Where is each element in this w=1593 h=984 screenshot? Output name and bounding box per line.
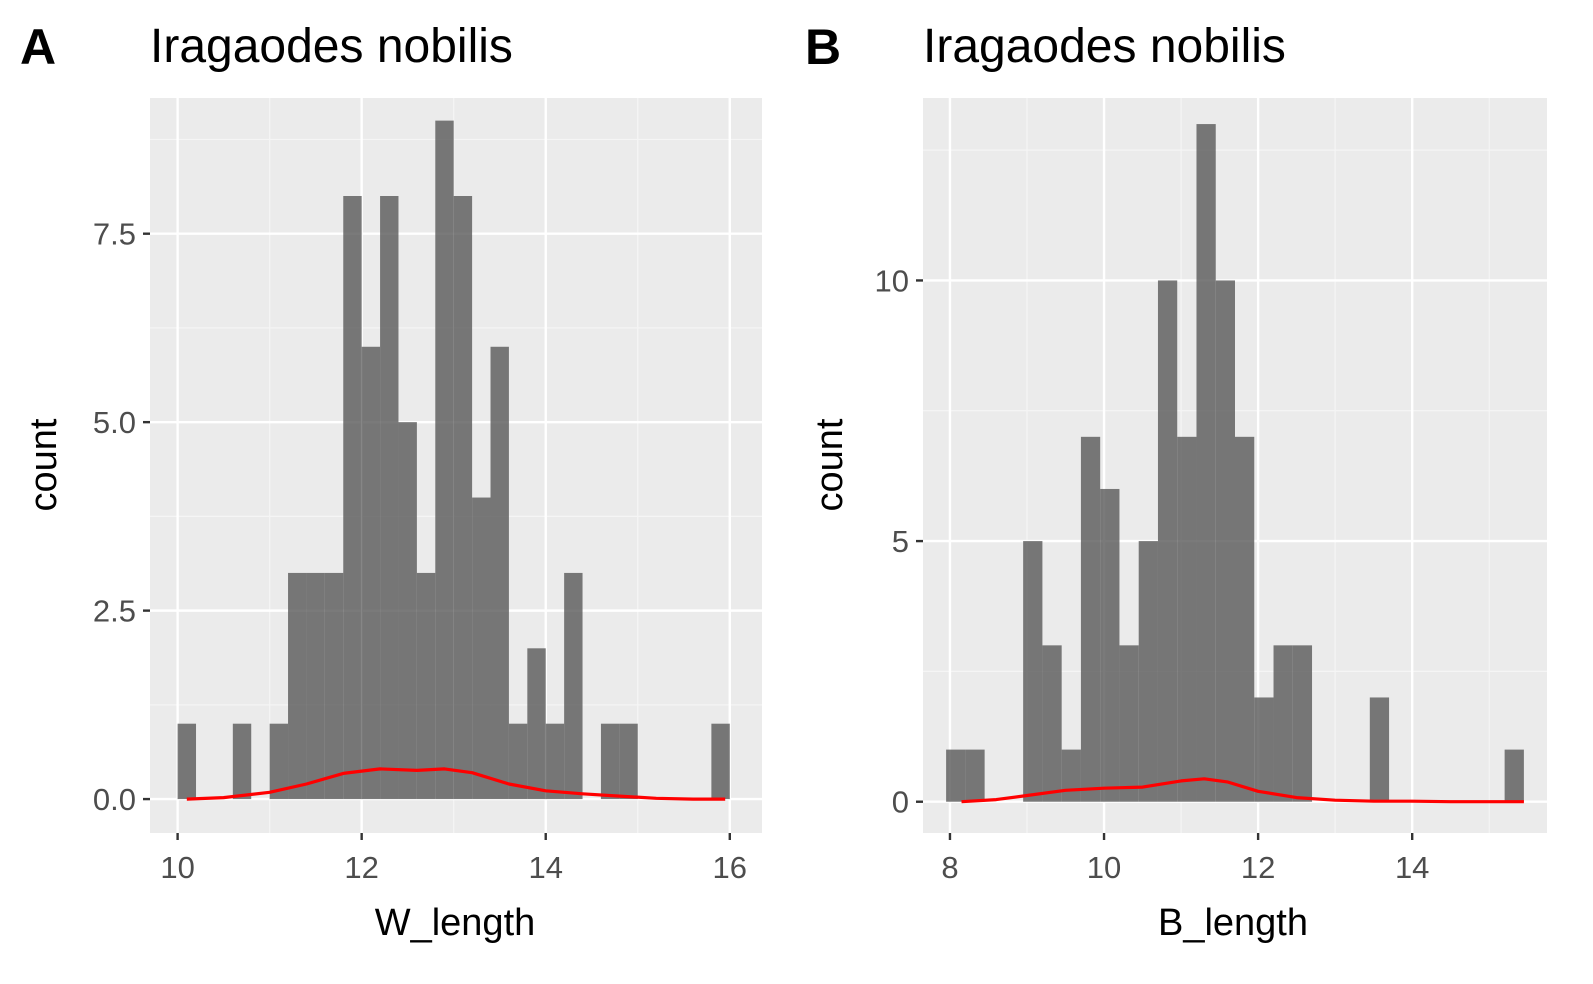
panel-b-y-tick-label: 5: [892, 524, 909, 559]
histogram-bar: [545, 723, 565, 800]
panel-a-y-tick-label: 7.5: [93, 217, 136, 252]
panel-b-histogram-bars: [946, 124, 1524, 802]
histogram-bar: [1215, 280, 1235, 802]
histogram-bar: [1369, 697, 1390, 802]
histogram-bar: [1138, 541, 1158, 802]
histogram-bar: [177, 723, 197, 800]
panel-b-title: Iragaodes nobilis: [923, 20, 1286, 73]
histogram-bar: [1196, 124, 1216, 802]
histogram-bar: [600, 723, 620, 800]
panel-a-y-axis-title: count: [23, 418, 65, 511]
histogram-bar: [1504, 749, 1524, 802]
histogram-bar: [965, 749, 985, 802]
panel-b-y-tick-label: 0: [892, 785, 909, 820]
histogram-bar: [508, 723, 528, 800]
panel-b-x-axis-title: B_length: [1158, 902, 1308, 944]
histogram-bar: [306, 572, 325, 800]
panel-a-density-curve: [186, 767, 726, 801]
histogram-bar: [619, 723, 638, 800]
panel-a-title: Iragaodes nobilis: [150, 20, 513, 73]
panel-a-x-axis-title: W_length: [375, 902, 536, 944]
panel-b-x-tick-label: 8: [941, 850, 958, 885]
panel-b-density-curve: [961, 777, 1524, 804]
histogram-bar: [361, 346, 381, 800]
panel-a-histogram-bars: [177, 120, 730, 800]
histogram-bar: [1235, 436, 1255, 802]
panel-b-x-tick-label: 12: [1241, 850, 1275, 885]
histogram-bar: [343, 196, 362, 800]
histogram-bar: [1080, 436, 1101, 802]
histogram-bar: [416, 572, 436, 800]
panel-a-axis-ticks: 10 12 14 16 0.0 2.5 5.0 7.5: [93, 217, 747, 885]
histogram-bar: [1254, 697, 1274, 802]
panel-b-y-axis-title: count: [809, 418, 851, 511]
panel-a-y-tick-label: 0.0: [93, 782, 136, 817]
histogram-bar: [435, 120, 454, 800]
panel-a-x-tick-label: 10: [160, 850, 194, 885]
histogram-bar: [1061, 749, 1081, 802]
histogram-bar: [288, 572, 307, 800]
histogram-bar: [472, 497, 491, 800]
panel-a-y-tick-label: 5.0: [93, 405, 136, 440]
histogram-bar: [1273, 645, 1293, 802]
histogram-bar: [527, 648, 546, 800]
histogram-bar: [269, 723, 289, 800]
histogram-bar: [1119, 645, 1139, 802]
histogram-bar: [1023, 541, 1043, 802]
panel-a-x-tick-label: 14: [528, 850, 562, 885]
histogram-bar: [490, 346, 509, 800]
histogram-bar: [1042, 645, 1062, 802]
panel-a-letter: A: [20, 19, 56, 75]
panel-b-y-tick-label: 10: [875, 263, 909, 298]
panel-a-x-tick-label: 16: [713, 850, 747, 885]
histogram-bar: [711, 723, 730, 800]
panel-b-x-tick-label: 10: [1087, 850, 1121, 885]
histogram-bar: [1100, 488, 1120, 802]
panel-b-letter: B: [805, 19, 841, 75]
histogram-bar: [380, 196, 399, 800]
histogram-bar: [232, 723, 252, 800]
panel-a-x-tick-label: 12: [344, 850, 378, 885]
histogram-bar: [564, 572, 583, 800]
histogram-bar: [398, 422, 417, 800]
histogram-bar: [946, 749, 966, 802]
histogram-bar: [324, 572, 344, 800]
panel-b-x-tick-label: 14: [1395, 850, 1429, 885]
panel-a-y-tick-label: 2.5: [93, 594, 136, 629]
panel-b: B Iragaodes nobilis 8 10 12 14 0 5 10 B_length…: [805, 19, 1547, 944]
panel-a: A Iragaodes nobilis 10 12 14 16 0.0 2.5 5.0 7.5…: [20, 19, 762, 944]
histogram-bar: [1177, 436, 1197, 802]
histogram-bar: [1157, 280, 1178, 802]
panel-b-axis-ticks: 8 10 12 14 0 5 10: [875, 263, 1430, 885]
histogram-bar: [453, 196, 473, 800]
histogram-bar: [1292, 645, 1313, 802]
